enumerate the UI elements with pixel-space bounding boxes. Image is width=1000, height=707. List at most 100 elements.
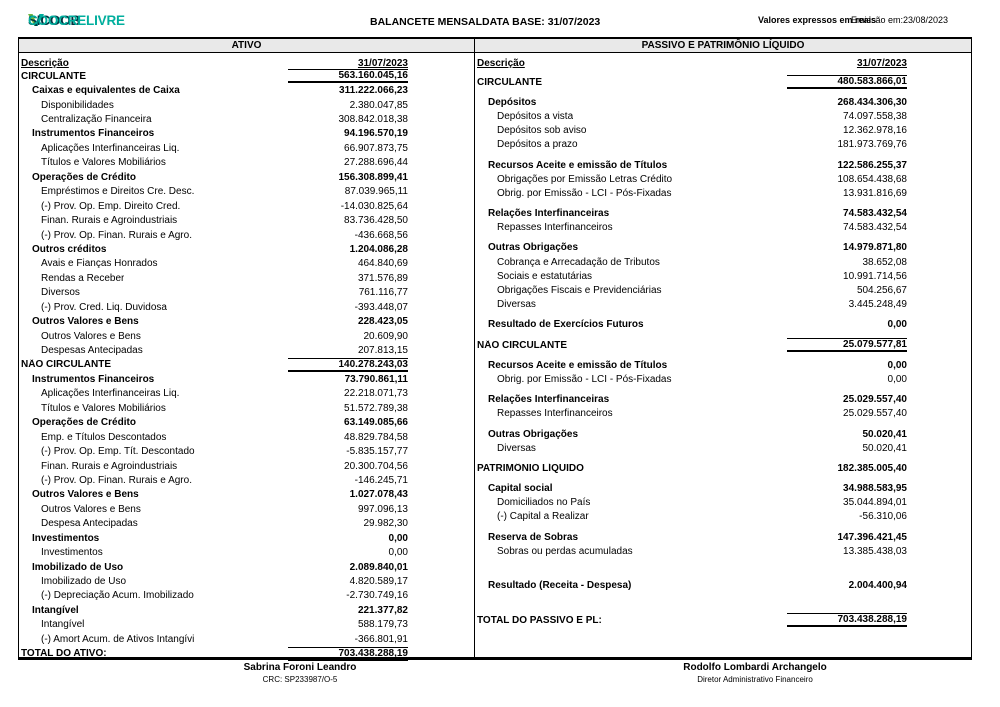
row-label: Avais e Fianças Honrados [41,258,158,270]
row-value: 14.979.871,80 [843,242,907,254]
signature-role: Diretor Administrativo Financeiro [697,675,813,684]
table-row: (-) Prov. Op. Emp. Direito Cred. -14.030.… [21,199,474,213]
row-label: Relações Interfinanceiras [488,208,610,220]
ativo-rows: CIRCULANTE 563.160.045,16 Caixas e equival… [19,69,474,661]
table-row: CIRCULANTE 563.160.045,16 [21,69,474,84]
row-value: -14.030.825,64 [340,200,408,212]
row-label: Aplicações Interfinanceiras Liq. [41,388,180,400]
table-row: (-) Depreciação Acum. Imobilizado -2.730.… [21,589,474,603]
row-value: 156.308.899,41 [338,171,408,183]
row-label: Diversas [497,442,536,454]
row-label: Centralização Financeira [41,114,152,126]
table-row: Diversas 50.020,41 [477,441,971,455]
row-label: CIRCULANTE [21,70,86,82]
row-value: 207.813,15 [357,345,408,357]
row-label: Depósitos a vista [497,110,574,122]
row-label: Despesas Antecipadas [41,345,143,357]
row-label: Obrigações por Emissão Letras Crédito [497,173,673,185]
row-value: 108.654.438,68 [837,173,907,185]
row-value: 140.278.243,03 [288,357,408,372]
row-value: 371.576,89 [357,272,408,284]
row-value: 0,00 [887,359,907,371]
table-row: Depósitos a vista 74.097.558,38 [477,109,971,123]
row-label: Recursos Aceite e emissão de Títulos [488,359,668,371]
table-row: Obrig. por Emissão - LCI - Pós-Fixadas 13… [477,186,971,200]
row-label: Obrigações Fiscais e Previdenciárias [497,285,662,297]
table-row: Depósitos 268.434.306,30 [477,95,971,109]
table-row: Instrumentos Financeiros 94.196.570,19 [21,127,474,141]
row-value: 10.991.714,56 [843,270,907,282]
column-header-descricao: Descrição [21,58,69,69]
row-label: Intangível [41,619,85,631]
table-row: Rendas a Receber 371.576,89 [21,271,474,285]
table-row: Recursos Aceite e emissão de Títulos 0,00 [477,358,971,372]
logo-sub-text: COOCRELIVRE [28,12,125,28]
row-label: Operações de Crédito [32,417,136,429]
row-label: Diversas [497,299,536,311]
table-row: Despesa Antecipadas 29.982,30 [21,517,474,531]
table-row: Disponibilidades 2.380.047,85 [21,98,474,112]
row-value: -436.668,56 [354,229,408,241]
table-row [477,558,971,572]
row-label: Depósitos [488,96,537,108]
row-label: Recursos Aceite e emissão de Títulos [488,159,668,171]
row-label: (-) Prov. Op. Emp. Direito Cred. [41,200,181,212]
row-value: 29.982,30 [363,518,409,530]
row-value: 25.029.557,40 [843,394,907,406]
table-row: Intangível 588.179,73 [21,618,474,632]
row-label: Disponibilidades [41,99,114,111]
row-value: -2.730.749,16 [346,590,408,602]
row-value: 563.160.045,16 [288,69,408,84]
row-value: 25.029.557,40 [843,408,907,420]
row-value: 182.385.005,40 [837,462,907,474]
sicoob-logo: SICOOB COOCRELIVRE [28,13,125,28]
row-value: 504.256,67 [856,285,907,297]
table-row: Centralização Financeira 308.842.018,38 [21,112,474,126]
passivo-table: PASSIVO E PATRIMÔNIO LÍQUIDO Descrição 3… [475,37,972,657]
row-label: (-) Prov. Cred. Liq. Duvidosa [41,301,167,313]
row-label: (-) Prov. Op. Emp. Tít. Descontado [41,446,195,458]
row-label: NÃO CIRCULANTE [21,359,111,371]
emission-date: Emissão em:23/08/2023 [851,15,949,25]
row-value: 0,00 [887,319,907,331]
row-value: 3.445.248,49 [848,299,907,311]
row-label: Relações Interfinanceiras [488,394,610,406]
table-row: Obrig. por Emissão - LCI - Pós-Fixadas 0,… [477,372,971,386]
row-value: 997.096,13 [357,503,408,515]
row-label: Outros Valores e Bens [32,316,139,328]
row-value: 48.829.784,58 [344,431,408,443]
row-value: 63.149.085,66 [344,417,408,429]
row-value: 50.020,41 [862,428,908,440]
row-value: 221.377,82 [357,604,408,616]
row-label: Instrumentos Financeiros [32,128,155,140]
row-label: Investimentos [41,547,103,559]
row-value: 51.572.789,38 [344,402,408,414]
table-row: Repasses Interfinanceiros 74.583.432,54 [477,221,971,235]
table-row: TOTAL DO ATIVO: 703.438.288,19 [21,646,474,661]
row-value: 12.362.978,16 [843,125,907,137]
row-value: 0,00 [887,373,907,385]
row-value: 25.079.577,81 [787,338,907,353]
table-row: CIRCULANTE 480.583.866,01 [477,75,971,90]
row-label: Repasses Interfinanceiros [497,222,613,234]
row-value: 1.204.086,28 [349,243,408,255]
table-row: Despesas Antecipadas 207.813,15 [21,343,474,357]
row-value: 83.736.428,50 [344,215,408,227]
column-header-descricao: Descrição [477,58,525,69]
row-label: Depósitos a prazo [497,139,578,151]
row-label: Outros Valores e Bens [41,330,141,342]
row-value: 2.004.400,94 [848,580,907,592]
row-value: 38.652,08 [862,256,908,268]
row-label: Investimentos [32,532,100,544]
signature-block-accountant: Sabrina Foroni Leandro CRC: SP233987/O-5 [175,662,425,684]
row-label: Reserva de Sobras [488,531,579,543]
row-value: 2.089.840,01 [349,561,408,573]
row-label: Imobilizado de Uso [41,576,127,588]
row-label: Outras Obrigações [488,242,579,254]
row-value: 20.609,90 [363,330,409,342]
row-value: 35.044.894,01 [843,497,907,509]
table-row: Títulos e Valores Mobiliários 27.288.696,… [21,156,474,170]
row-label: Finan. Rurais e Agroindustriais [41,460,178,472]
table-row: Relações Interfinanceiras 74.583.432,54 [477,207,971,221]
row-value: 480.583.866,01 [787,75,907,90]
